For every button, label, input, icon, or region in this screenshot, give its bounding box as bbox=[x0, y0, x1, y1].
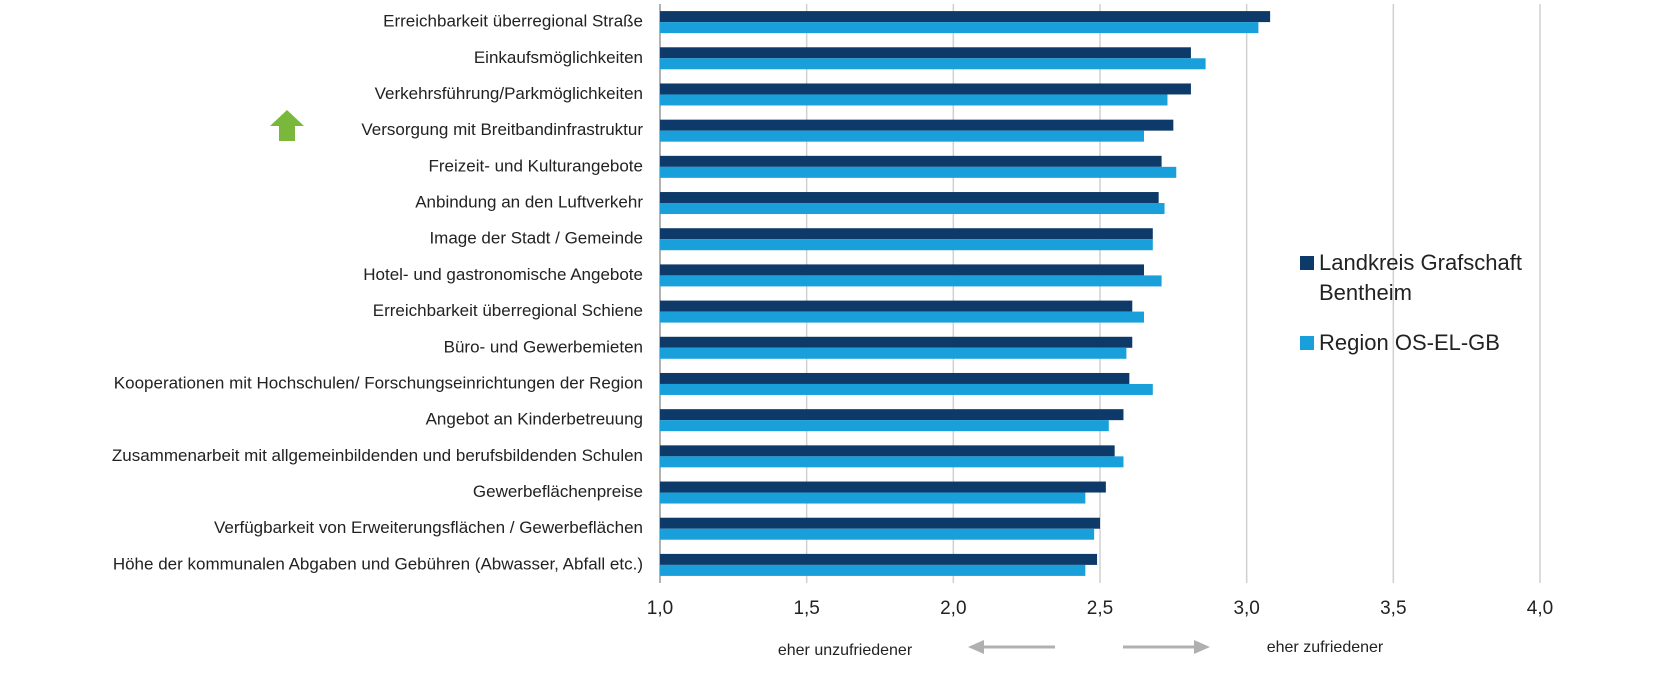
legend-swatch bbox=[1300, 336, 1314, 350]
legend-item: Region OS-EL-GB bbox=[1300, 328, 1560, 358]
bar bbox=[660, 166, 1177, 178]
y-tick-label: Erreichbarkeit überregional Schiene bbox=[373, 301, 643, 320]
y-tick-label: Anbindung an den Luftverkehr bbox=[415, 193, 643, 212]
bar bbox=[660, 22, 1259, 34]
annotation: eher unzufriedener bbox=[778, 642, 913, 659]
y-tick-label: Freizeit- und Kulturangebote bbox=[428, 156, 643, 175]
bar bbox=[660, 456, 1124, 468]
bar bbox=[660, 47, 1191, 59]
legend-swatch bbox=[1300, 256, 1314, 270]
y-tick-label: Versorgung mit Breitbandinfrastruktur bbox=[361, 120, 643, 139]
x-tick-label: 1,0 bbox=[647, 598, 673, 619]
bar bbox=[660, 83, 1191, 95]
bar bbox=[660, 130, 1144, 142]
bar bbox=[660, 11, 1271, 23]
bar bbox=[660, 94, 1168, 106]
y-tick-label: Erreichbarkeit überregional Straße bbox=[383, 12, 643, 31]
bar bbox=[660, 445, 1115, 457]
y-tick-label: Verkehrsführung/Parkmöglichkeiten bbox=[375, 84, 643, 103]
x-tick-label: 2,5 bbox=[1087, 598, 1113, 619]
bar bbox=[660, 203, 1165, 215]
x-tick-label: 3,0 bbox=[1233, 598, 1259, 619]
up-arrow-icon bbox=[270, 110, 304, 141]
legend-label: Region OS-EL-GB bbox=[1319, 330, 1500, 355]
y-tick-label: Höhe der kommunalen Abgaben und Gebühren… bbox=[113, 554, 643, 573]
y-tick-label: Verfügbarkeit von Erweiterungsflächen / … bbox=[214, 518, 643, 537]
bar bbox=[660, 300, 1133, 312]
legend-label: Landkreis Grafschaft Bentheim bbox=[1319, 250, 1522, 305]
y-tick-label: Image der Stadt / Gemeinde bbox=[429, 229, 643, 248]
x-tick-label: 2,0 bbox=[940, 598, 966, 619]
bar bbox=[660, 564, 1086, 576]
bar bbox=[660, 264, 1144, 276]
bar bbox=[660, 228, 1153, 240]
annotation: eher zufriedener bbox=[1267, 639, 1384, 656]
bar bbox=[660, 239, 1153, 251]
bar bbox=[660, 492, 1086, 504]
bar bbox=[660, 481, 1106, 493]
bar bbox=[660, 347, 1127, 359]
y-tick-label: Kooperationen mit Hochschulen/ Forschung… bbox=[114, 373, 643, 392]
bar bbox=[660, 372, 1130, 384]
bar bbox=[660, 553, 1098, 565]
y-tick-label: Gewerbeflächenpreise bbox=[473, 482, 643, 501]
bar bbox=[660, 420, 1109, 432]
bar bbox=[660, 517, 1100, 529]
bar bbox=[660, 528, 1095, 540]
bar bbox=[660, 119, 1174, 131]
y-tick-label: Einkaufsmöglichkeiten bbox=[474, 48, 643, 67]
bar bbox=[660, 192, 1159, 204]
y-tick-label: Büro- und Gewerbemieten bbox=[444, 337, 643, 356]
direction-arrows bbox=[968, 640, 1210, 654]
bar bbox=[660, 383, 1153, 395]
bar bbox=[660, 58, 1206, 70]
bar bbox=[660, 409, 1124, 421]
bar bbox=[660, 336, 1133, 348]
bar bbox=[660, 155, 1162, 167]
bar bbox=[660, 311, 1144, 323]
y-tick-label: Hotel- und gastronomische Angebote bbox=[363, 265, 643, 284]
x-tick-label: 3,5 bbox=[1380, 598, 1406, 619]
x-tick-label: 4,0 bbox=[1527, 598, 1553, 619]
y-tick-label: Zusammenarbeit mit allgemeinbildenden un… bbox=[112, 446, 643, 465]
x-tick-label: 1,5 bbox=[793, 598, 819, 619]
legend-item: Landkreis Grafschaft Bentheim bbox=[1300, 248, 1560, 308]
bar bbox=[660, 275, 1162, 287]
y-tick-label: Angebot an Kinderbetreuung bbox=[426, 410, 643, 429]
